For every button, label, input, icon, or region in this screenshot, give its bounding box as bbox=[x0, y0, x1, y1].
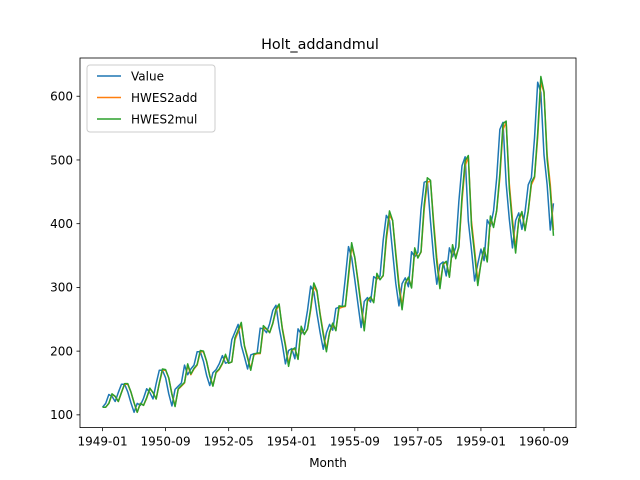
x-tick-label: 1954-01 bbox=[267, 435, 317, 449]
plot-area-frame bbox=[79, 57, 577, 429]
y-tick-label: 300 bbox=[50, 281, 73, 295]
y-tick-label: 500 bbox=[50, 153, 73, 167]
y-tick-label: 400 bbox=[50, 217, 73, 231]
legend-label-value: Value bbox=[131, 69, 164, 83]
x-tick-label: 1952-05 bbox=[204, 435, 254, 449]
chart-title: Holt_addandmul bbox=[261, 37, 379, 53]
x-tick-label: 1955-09 bbox=[330, 435, 380, 449]
x-tick-label: 1957-05 bbox=[393, 435, 443, 449]
y-axis: 100 200 300 400 500 600 bbox=[50, 90, 80, 422]
x-tick-label: 1960-09 bbox=[519, 435, 569, 449]
series-line-hwes2mul bbox=[102, 75, 555, 414]
y-tick-label: 600 bbox=[50, 90, 73, 104]
legend-box bbox=[86, 64, 216, 133]
x-axis: 1949-01 1950-09 1952-05 1954-01 1955-09 1957-… bbox=[77, 427, 569, 449]
x-tick-label: 1950-09 bbox=[141, 435, 191, 449]
y-tick-label: 100 bbox=[50, 408, 73, 422]
legend: Value HWES2add HWES2mul bbox=[86, 64, 216, 133]
legend-label-hwes2mul: HWES2mul bbox=[131, 112, 197, 126]
series-layer bbox=[101, 75, 555, 414]
y-tick-label: 200 bbox=[50, 344, 73, 358]
series-line-value bbox=[101, 81, 555, 414]
x-tick-label: 1959-01 bbox=[456, 435, 506, 449]
x-tick-label: 1949-01 bbox=[77, 435, 127, 449]
x-axis-label: Month bbox=[309, 456, 347, 470]
legend-label-hwes2add: HWES2add bbox=[131, 91, 197, 105]
